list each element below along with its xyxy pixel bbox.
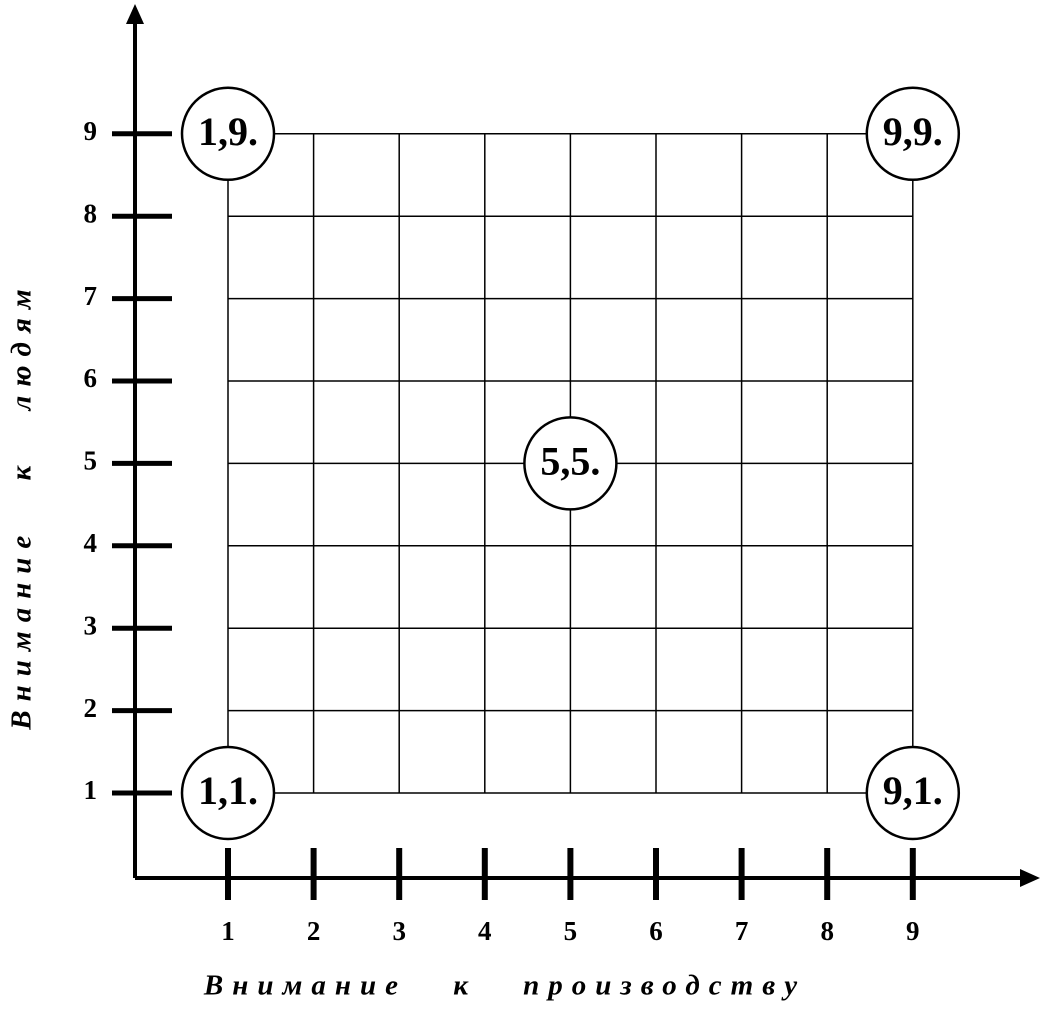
x-tick-label: 4	[478, 916, 492, 946]
x-tick-label: 5	[564, 916, 578, 946]
y-axis-title: Внимание к людям	[6, 280, 38, 730]
y-tick-label: 4	[84, 528, 98, 558]
x-tick-label: 6	[649, 916, 663, 946]
x-tick-label: 7	[735, 916, 749, 946]
point	[180, 86, 276, 182]
y-tick-label: 7	[84, 281, 98, 311]
x-tick-label: 2	[307, 916, 321, 946]
x-tick-label: 3	[392, 916, 406, 946]
y-tick-label: 2	[84, 693, 98, 723]
point	[865, 745, 961, 841]
y-tick-label: 8	[84, 198, 98, 228]
point-label: 9,1.	[883, 768, 943, 813]
y-tick-label: 1	[84, 775, 98, 805]
point-label: 9,9.	[883, 109, 943, 154]
point-label: 5,5.	[540, 439, 600, 484]
y-tick-label: 5	[84, 446, 98, 476]
x-tick-label: 8	[820, 916, 834, 946]
point-label: 1,9.	[198, 109, 258, 154]
point	[523, 416, 618, 511]
x-axis-title: Внимание к производству	[203, 970, 806, 1002]
point-label: 1,1.	[198, 768, 258, 813]
point	[180, 745, 276, 841]
x-axis-arrow	[1020, 869, 1040, 887]
y-tick-label: 6	[84, 363, 98, 393]
y-tick-label: 3	[84, 610, 98, 640]
y-axis-arrow	[126, 4, 144, 24]
point	[865, 86, 961, 182]
x-tick-label: 1	[221, 916, 235, 946]
y-tick-label: 9	[84, 116, 98, 146]
x-tick-label: 9	[906, 916, 920, 946]
